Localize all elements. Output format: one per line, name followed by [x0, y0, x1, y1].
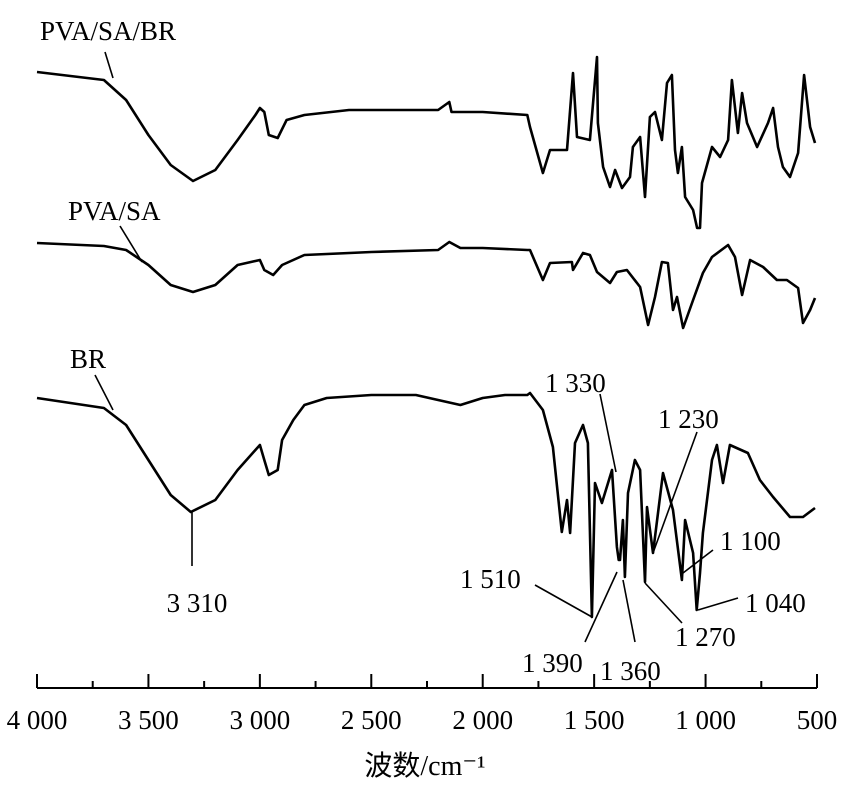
- spectrum-line-pva-sa: [36, 240, 817, 330]
- peak-label-3-310: 3 310: [167, 588, 228, 618]
- peak-label-1-390: 1 390: [522, 648, 583, 678]
- leader-line-1-510: [534, 584, 593, 618]
- leader-line-1-360: [622, 579, 636, 643]
- peak-label-1-510: 1 510: [460, 564, 521, 594]
- leader-line-br: [94, 374, 114, 411]
- leader-line-pva-sa-br: [104, 51, 114, 79]
- x-axis-title: 波数/cm⁻¹: [364, 750, 485, 782]
- series-label-br: BR: [70, 344, 106, 374]
- x-tick-label: 1 500: [564, 705, 625, 735]
- x-tick-label: 2 000: [452, 705, 513, 735]
- leader-line-1-390: [584, 571, 618, 643]
- x-tick-label: 500: [797, 705, 838, 735]
- peak-label-1-330: 1 330: [545, 368, 606, 398]
- peak-label-1-270: 1 270: [675, 622, 736, 652]
- x-axis: 4 000 3 500 3 000 2 500 2 000 1 500 1 000 500: [7, 674, 838, 735]
- x-tick-label: 2 500: [341, 705, 402, 735]
- leader-line-1-040: [697, 597, 739, 611]
- peak-label-1-230: 1 230: [658, 404, 719, 434]
- peak-label-1-100: 1 100: [720, 526, 781, 556]
- x-tick-label: 3 500: [118, 705, 179, 735]
- series-label-pva-sa: PVA/SA: [68, 196, 161, 226]
- leader-line-pva-sa: [119, 225, 143, 263]
- leader-line-1-100: [682, 549, 714, 574]
- peak-label-1-040: 1 040: [745, 588, 806, 618]
- x-tick-label: 4 000: [7, 705, 68, 735]
- series-label-pva-sa-br: PVA/SA/BR: [40, 16, 176, 46]
- spectrum-line-br: [36, 391, 816, 619]
- peak-label-1-360: 1 360: [600, 656, 661, 686]
- spectra-group: [36, 55, 817, 619]
- leader-line-1-230: [652, 431, 698, 554]
- leader-line-1-270: [644, 582, 683, 624]
- x-tick-label: 3 000: [229, 705, 290, 735]
- spectrum-line-pva-sa-br: [36, 55, 817, 230]
- annotations-group: PVA/SA/BR PVA/SA BR 3 310 1 330 1 230 1 100 1 0…: [40, 16, 806, 686]
- x-tick-label: 1 000: [675, 705, 736, 735]
- leader-line-1-330: [599, 393, 617, 473]
